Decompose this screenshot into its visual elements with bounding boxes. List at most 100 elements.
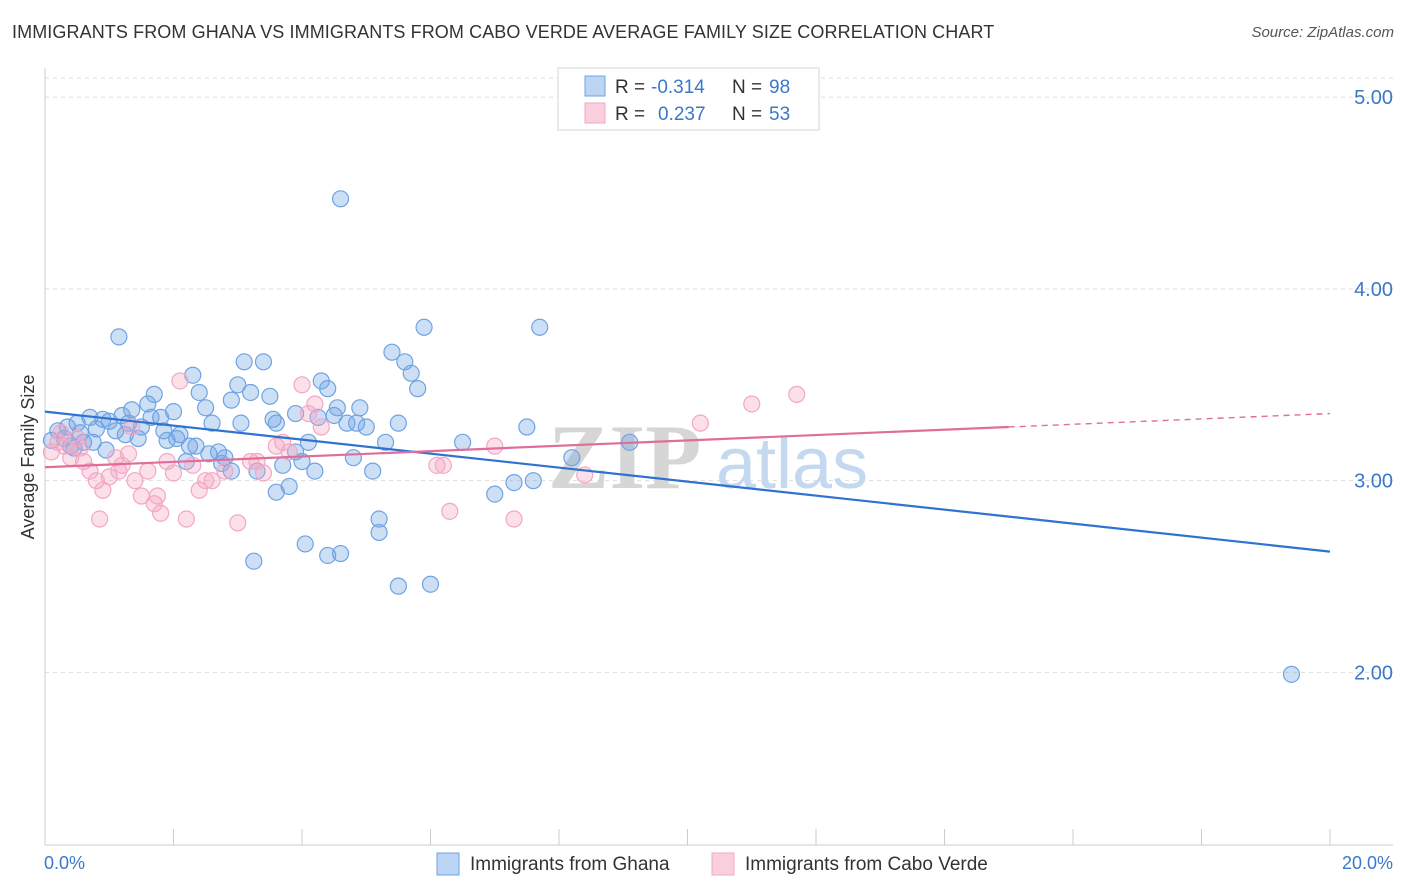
point-caboverde [312, 418, 330, 436]
point-caboverde [100, 468, 118, 486]
point-ghana [486, 485, 504, 503]
point-ghana [376, 433, 395, 451]
point-caboverde [177, 510, 195, 528]
point-caboverde [197, 472, 215, 490]
point-caboverde [229, 514, 247, 532]
point-ghana [286, 404, 305, 423]
bottom-legend-label-caboverde: Immigrants from Cabo Verde [745, 854, 988, 875]
point-ghana [524, 472, 542, 490]
legend-r-label-ghana: R = [615, 77, 645, 98]
point-ghana [123, 401, 141, 419]
point-caboverde [81, 462, 99, 480]
point-ghana [409, 380, 427, 398]
point-ghana [421, 575, 440, 593]
y-tick-labels: 2.00 3.00 4.00 5.00 [1354, 87, 1393, 684]
point-ghana [518, 418, 536, 436]
point-ghana [267, 483, 285, 501]
point-ghana [187, 437, 205, 455]
point-ghana [197, 399, 215, 417]
point-ghana [200, 445, 218, 463]
bottom-legend-label-ghana: Immigrants from Ghana [470, 854, 670, 875]
legend-r-value-caboverde: 0.237 [658, 104, 706, 125]
point-ghana [110, 328, 128, 346]
point-ghana [190, 383, 208, 402]
point-ghana [229, 376, 247, 394]
point-caboverde [52, 424, 70, 442]
point-ghana [139, 395, 157, 413]
point-ghana [370, 510, 388, 528]
chart-title: IMMIGRANTS FROM GHANA VS IMMIGRANTS FROM… [12, 22, 995, 42]
point-ghana [203, 414, 221, 432]
legend-swatch-ghana [584, 75, 606, 97]
point-ghana [454, 433, 472, 451]
point-ghana [331, 190, 350, 208]
point-caboverde [123, 418, 141, 436]
point-ghana [364, 462, 382, 480]
point-ghana [232, 414, 250, 432]
point-ghana [168, 429, 186, 448]
point-ghana [235, 353, 253, 371]
legend-n-value-caboverde: 53 [769, 104, 790, 125]
legend-n-label-caboverde: N = [732, 104, 762, 125]
x-tick-label-min: 0.0% [44, 853, 85, 873]
point-caboverde [428, 456, 446, 474]
point-caboverde [184, 456, 202, 474]
point-ghana [180, 437, 199, 455]
legend-bottom: Immigrants from Ghana Immigrants from Ca… [436, 852, 988, 876]
point-caboverde [148, 487, 167, 505]
point-ghana [505, 473, 523, 492]
source-label: Source: ZipAtlas.com [1251, 24, 1394, 41]
point-caboverde [441, 502, 459, 520]
point-caboverde [91, 510, 109, 528]
point-caboverde [299, 404, 318, 423]
point-ghana [107, 422, 125, 440]
point-caboverde [126, 472, 144, 490]
point-caboverde [691, 414, 709, 432]
point-ghana [331, 544, 350, 563]
point-caboverde [486, 437, 504, 455]
gridlines [45, 77, 1393, 673]
point-caboverde [171, 372, 189, 390]
legend-r-value-ghana: -0.314 [651, 77, 705, 98]
point-ghana [357, 418, 375, 436]
point-ghana [299, 433, 318, 451]
watermark: ZIP atlas [548, 406, 868, 508]
trend-line-ghana [44, 410, 1331, 553]
point-ghana [142, 408, 160, 426]
point-caboverde [190, 481, 208, 499]
point-ghana [254, 353, 273, 371]
point-ghana [338, 414, 356, 432]
point-caboverde [216, 462, 234, 480]
point-ghana [328, 399, 346, 417]
trend-line-caboverde [44, 425, 1009, 469]
point-ghana [389, 577, 407, 595]
point-ghana [344, 449, 362, 467]
legend-n-label-ghana: N = [732, 77, 762, 98]
point-ghana [348, 414, 366, 432]
point-ghana [242, 383, 260, 402]
point-ghana [155, 422, 173, 440]
point-ghana [370, 523, 388, 542]
point-caboverde [164, 464, 183, 482]
watermark-zip: ZIP [548, 406, 701, 508]
point-caboverde [87, 472, 106, 490]
legend-top: R = -0.314 N = 98 R = 0.237 N = 53 [557, 67, 820, 131]
point-ghana [296, 535, 314, 553]
y-tick-label: 2.00 [1354, 662, 1393, 684]
point-caboverde [505, 510, 523, 528]
trend-line-caboverde-extension [1008, 412, 1331, 428]
point-ghana [248, 462, 266, 480]
point-ghana [383, 343, 401, 361]
point-caboverde [306, 395, 324, 413]
point-ghana [306, 462, 324, 480]
x-tick-marks [44, 829, 1331, 845]
point-ghana [319, 546, 337, 565]
point-caboverde [788, 385, 806, 403]
point-ghana [309, 408, 327, 426]
y-tick-label: 3.00 [1354, 471, 1393, 493]
point-ghana [415, 318, 433, 336]
point-ghana [261, 387, 279, 405]
x-tick-label-max: 20.0% [1342, 853, 1393, 873]
legend-swatch-caboverde [584, 102, 606, 124]
